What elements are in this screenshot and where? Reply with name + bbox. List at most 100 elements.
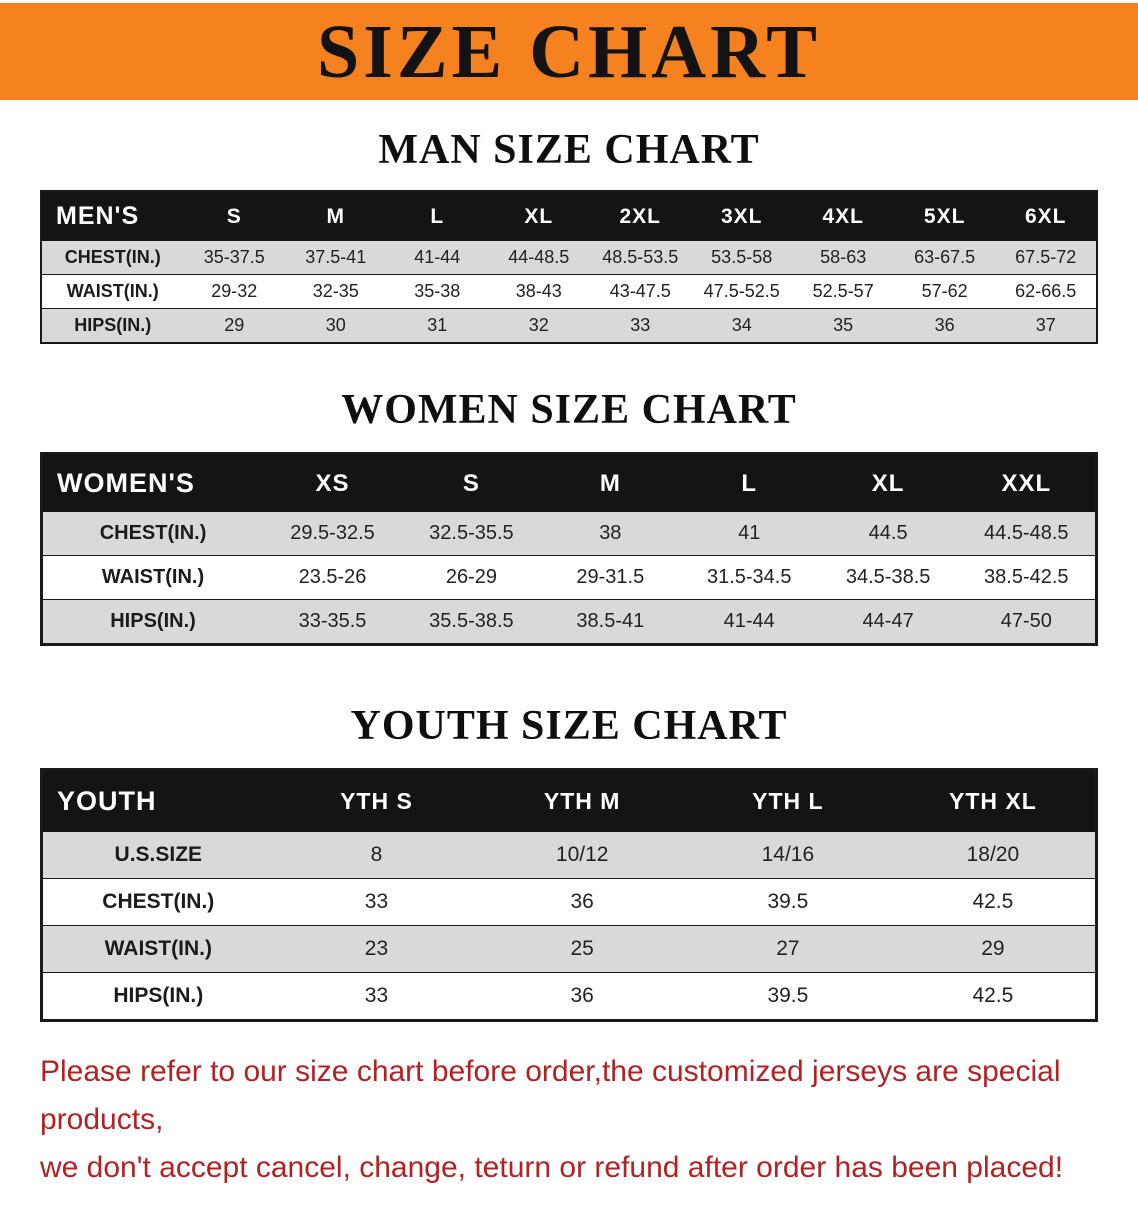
size-column-header: 6XL [1024, 204, 1067, 228]
measurement-row: WAIST(IN.) 29-32 32-35 35-38 38-43 43-47.5 47.… [41, 274, 1097, 309]
size-column-header: XL [871, 469, 905, 497]
size-value: 63-67.5 [914, 247, 976, 267]
charts-container: MAN SIZE CHART MEN'S S M L XL 2XL 3XL 4XL 5XL 6XL… [0, 126, 1138, 1022]
size-value: 36 [570, 984, 594, 1007]
size-value: 52.5-57 [812, 281, 874, 301]
size-column-header: S [226, 204, 242, 228]
size-value: 34 [731, 315, 752, 335]
row-label: HIPS(IN.) [110, 610, 196, 632]
size-value: 38.5-42.5 [984, 566, 1069, 588]
measurement-row: HIPS(IN.) 33-35.5 35.5-38.5 38.5-41 41-44 44-… [41, 599, 1097, 645]
size-value: 36 [934, 315, 955, 335]
disclaimer-line-1: Please refer to our size chart before or… [40, 1055, 1061, 1136]
size-value: 26-29 [445, 566, 497, 588]
banner: SIZE CHART [0, 3, 1138, 100]
table-title-cell: MEN'S [56, 202, 140, 230]
size-column-header: YTH M [543, 788, 621, 814]
size-column-header: M [326, 204, 346, 228]
size-value: 41 [738, 522, 761, 544]
measurement-row: WAIST(IN.) 23 25 27 29 [41, 925, 1097, 973]
size-value: 38 [599, 522, 622, 544]
youth-heading: YOUTH SIZE CHART [350, 703, 788, 749]
size-value: 41-44 [723, 610, 775, 632]
measurement-row: HIPS(IN.) 33 36 39.5 42.5 [41, 972, 1097, 1021]
row-label: HIPS(IN.) [74, 315, 152, 335]
size-column-header: 5XL [923, 204, 966, 228]
size-value: 67.5-72 [1015, 247, 1077, 267]
size-value: 41-44 [414, 247, 461, 267]
size-value: 31.5-34.5 [706, 566, 792, 588]
size-chart-page: SIZE CHART MAN SIZE CHART MEN'S S M L XL 2XL 3… [0, 3, 1138, 1192]
row-label: HIPS(IN.) [113, 984, 204, 1007]
size-value: 33-35.5 [298, 610, 367, 632]
size-value: 14/16 [761, 843, 815, 866]
size-column-header: YTH XL [948, 788, 1037, 814]
size-value: 27 [776, 937, 800, 960]
men-section: MAN SIZE CHART MEN'S S M L XL 2XL 3XL 4XL 5XL 6XL… [0, 126, 1138, 344]
page-title: SIZE CHART [316, 9, 821, 94]
size-value: 34.5-38.5 [845, 566, 931, 588]
size-value: 62-66.5 [1015, 281, 1077, 301]
size-value: 53.5-58 [711, 247, 773, 267]
size-value: 42.5 [972, 890, 1014, 913]
size-value: 32.5-35.5 [429, 522, 514, 544]
table-title-cell: YOUTH [57, 786, 157, 816]
size-value: 47-50 [1000, 610, 1052, 632]
size-value: 8 [370, 843, 383, 866]
size-value: 42.5 [972, 984, 1014, 1007]
women-heading: WOMEN SIZE CHART [341, 387, 797, 433]
size-value: 32-35 [312, 281, 359, 301]
size-value: 29 [981, 937, 1005, 960]
size-value: 25 [570, 937, 594, 960]
size-value: 31 [427, 315, 448, 335]
youth-section: YOUTH SIZE CHART YOUTH YTH S YTH M YTH L YTH… [0, 702, 1138, 1022]
women-section: WOMEN SIZE CHART WOMEN'S XS S M L XL XXL CHEST(… [0, 386, 1138, 646]
measurement-row: HIPS(IN.) 29 30 31 32 33 34 35 36 37 [41, 308, 1097, 343]
size-value: 44.5-48.5 [984, 522, 1069, 544]
disclaimer-line-2: we don't accept cancel, change, teturn o… [40, 1151, 1064, 1184]
size-column-header: 2XL [619, 204, 661, 228]
size-column-header: S [462, 469, 480, 497]
size-value: 35.5-38.5 [429, 610, 514, 632]
size-value: 35-37.5 [203, 247, 265, 267]
size-column-header: L [430, 204, 445, 228]
size-value: 29-32 [211, 281, 258, 301]
size-value: 29-31.5 [576, 566, 645, 588]
measurement-row: CHEST(IN.) 29.5-32.5 32.5-35.5 38 41 44.5 44.5… [41, 512, 1097, 556]
size-value: 37 [1035, 315, 1056, 335]
size-column-header: 3XL [720, 204, 763, 228]
men-heading: MAN SIZE CHART [378, 127, 760, 173]
measurement-row: CHEST(IN.) 33 36 39.5 42.5 [41, 878, 1097, 926]
size-value: 30 [325, 315, 346, 335]
size-column-header: YTH S [340, 788, 413, 814]
size-value: 44.5 [868, 522, 908, 544]
size-value: 18/20 [966, 843, 1020, 866]
size-value: 23 [364, 937, 389, 960]
size-value: 47.5-52.5 [703, 281, 780, 301]
size-column-header: XL [524, 204, 554, 228]
women-size-table: WOMEN'S XS S M L XL XXL CHEST(IN.) 29.5-32.5 32.5… [40, 452, 1098, 646]
size-value: 36 [570, 890, 594, 913]
size-value: 44-48.5 [508, 247, 570, 267]
size-value: 39.5 [767, 984, 809, 1007]
table-header-row: WOMEN'S XS S M L XL XXL [41, 453, 1097, 512]
size-value: 44-47 [862, 610, 914, 632]
size-value: 58-63 [820, 247, 867, 267]
table-header-row: MEN'S S M L XL 2XL 3XL 4XL 5XL 6XL [41, 191, 1097, 241]
disclaimer: Please refer to our size chart before or… [40, 1048, 1098, 1192]
row-label: WAIST(IN.) [104, 937, 212, 960]
table-header-row: YOUTH YTH S YTH M YTH L YTH XL [41, 769, 1097, 832]
row-label: WAIST(IN.) [101, 566, 205, 588]
size-column-header: L [741, 469, 758, 497]
size-value: 33 [364, 890, 389, 913]
row-label: WAIST(IN.) [66, 281, 159, 301]
size-column-header: XS [315, 469, 350, 497]
size-value: 35-38 [414, 281, 461, 301]
size-column-header: XXL [1001, 469, 1052, 497]
youth-size-table: YOUTH YTH S YTH M YTH L YTH XL U.S.SIZE 8 10/12… [40, 768, 1098, 1022]
row-label: CHEST(IN.) [64, 247, 161, 267]
size-column-header: YTH L [752, 788, 824, 814]
measurement-row: CHEST(IN.) 35-37.5 37.5-41 41-44 44-48.5 48.5… [41, 241, 1097, 275]
size-value: 37.5-41 [305, 247, 367, 267]
size-value: 29 [224, 315, 245, 335]
